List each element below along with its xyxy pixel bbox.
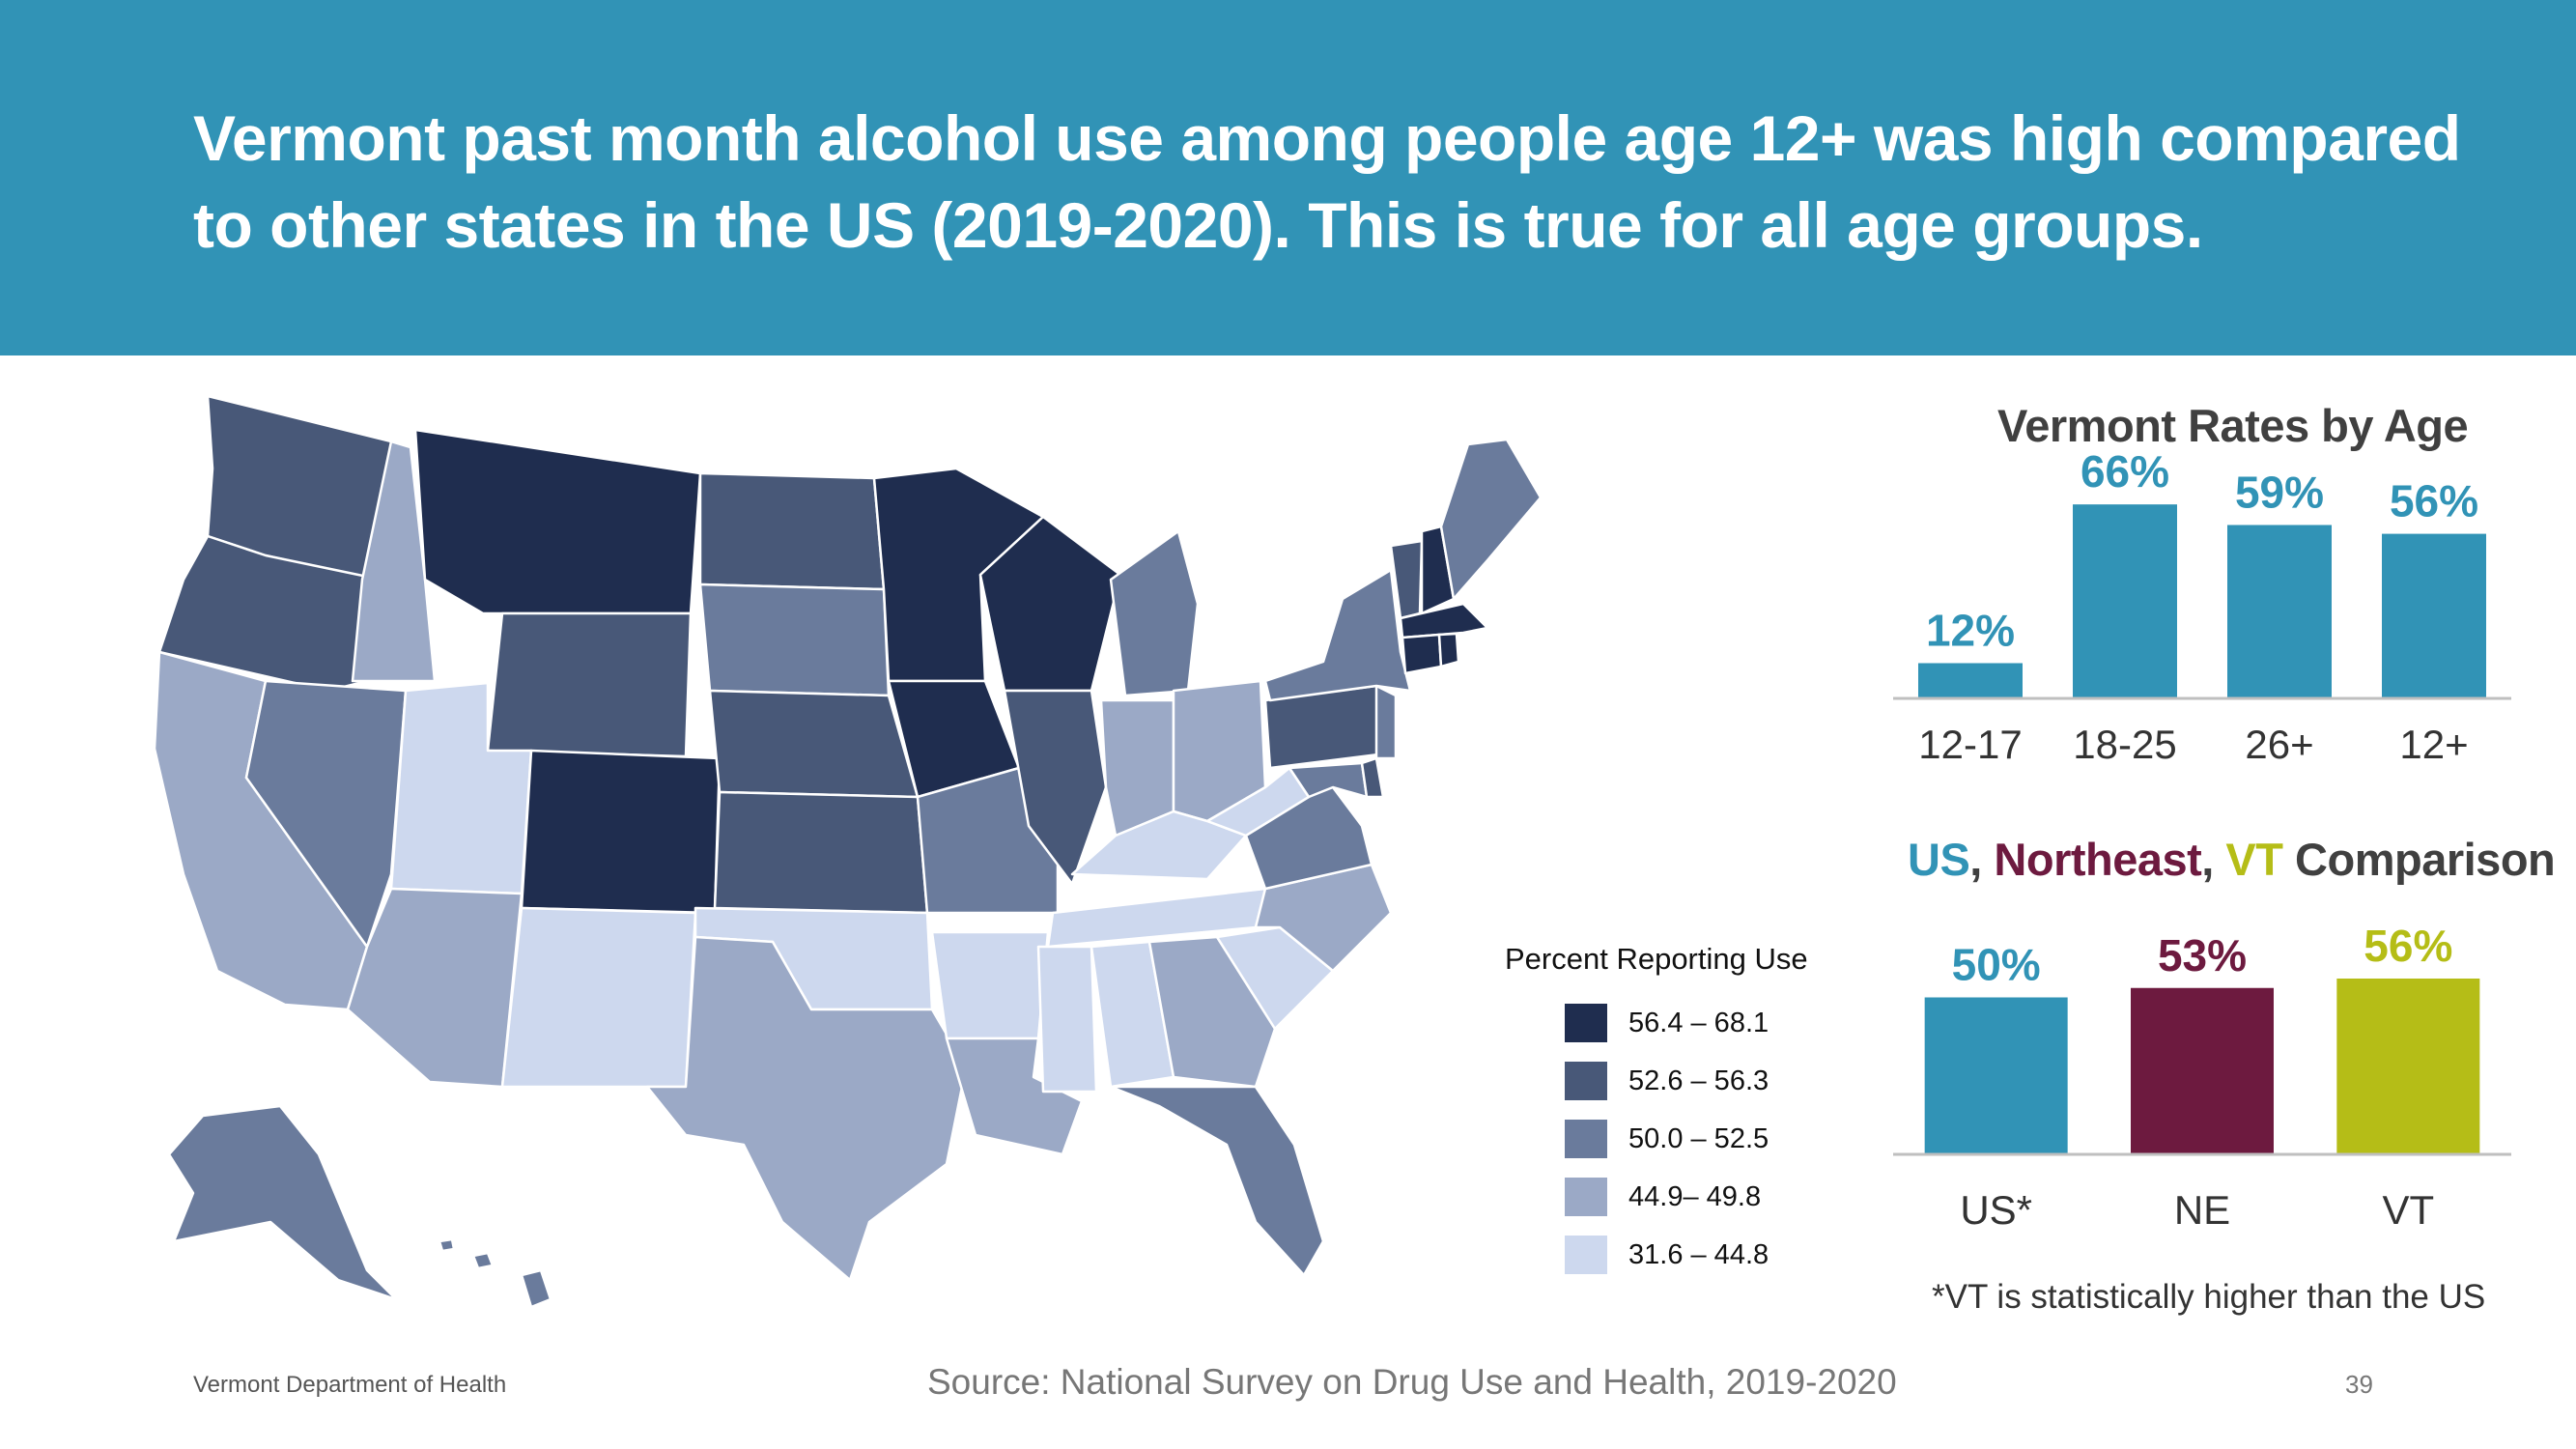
legend-label: 50.0 – 52.5 [1628, 1122, 1769, 1154]
comparison-title-part: , [2201, 834, 2226, 885]
state-ID [351, 440, 437, 683]
state-FL [1109, 1085, 1325, 1277]
state-WI [978, 515, 1122, 693]
legend-swatch [1565, 1004, 1607, 1042]
footer-organization: Vermont Department of Health [193, 1372, 507, 1398]
category-label: 26+ [2245, 722, 2313, 767]
category-label: NE [2174, 1187, 2230, 1233]
comparison-title-part: Comparison [2282, 834, 2556, 885]
footer-source: Source: National Survey on Drug Use and … [927, 1362, 1897, 1402]
page-number: 39 [2345, 1370, 2373, 1399]
bar-26+ [2227, 525, 2332, 698]
data-label: 59% [2235, 467, 2324, 517]
age-chart-svg: 12% 12-17 66% 18-25 59% 26+ 56% 12+ [1893, 446, 2511, 767]
comparison-chart-title: US, Northeast, VT Comparison [1908, 833, 2556, 886]
data-label: 56% [2364, 921, 2452, 971]
map-legend: Percent Reporting Use 56.4 – 68.1 52.6 – … [1505, 942, 1833, 1284]
comparison-title-part: , [1969, 834, 1995, 885]
state-NM [500, 906, 697, 1089]
age-bar-chart: 12% 12-17 66% 18-25 59% 26+ 56% 12+ [1893, 446, 2511, 792]
data-label: 66% [2081, 446, 2169, 497]
comparison-title-part: Northeast [1994, 834, 2202, 885]
state-MT [413, 428, 702, 615]
state-AK [167, 1104, 398, 1301]
state-GA [1147, 935, 1277, 1089]
bar-NE [2131, 987, 2274, 1154]
state-MN [872, 467, 1045, 683]
state-KS [713, 790, 929, 915]
state-LA [945, 1037, 1084, 1156]
legend-title: Percent Reporting Use [1505, 942, 1808, 976]
legend-item: 50.0 – 52.5 [1505, 1110, 1833, 1168]
comparison-title-part: US [1908, 834, 1970, 885]
state-NJ [1374, 684, 1398, 760]
category-label: 12-17 [1918, 722, 2022, 767]
state-ND [698, 471, 886, 591]
legend-label: 31.6 – 44.8 [1628, 1238, 1769, 1270]
legend-swatch [1565, 1120, 1607, 1158]
state-DE [1360, 756, 1385, 799]
bar-12+ [2382, 533, 2486, 698]
legend-item: 44.9– 49.8 [1505, 1168, 1833, 1226]
state-HI-island-2 [471, 1251, 495, 1270]
state-MS [1036, 945, 1098, 1094]
legend-item: 56.4 – 68.1 [1505, 994, 1833, 1052]
state-AR [930, 930, 1050, 1040]
data-label: 56% [2390, 476, 2478, 526]
bar-12-17 [1918, 663, 2023, 698]
state-RI [1437, 632, 1460, 668]
legend-label: 52.6 – 56.3 [1628, 1065, 1769, 1096]
state-SD [698, 582, 891, 697]
us-choropleth-map [116, 372, 1623, 1348]
category-label: US* [1960, 1187, 2032, 1233]
state-WY [486, 611, 693, 758]
bar-18-25 [2073, 504, 2177, 698]
legend-item: 31.6 – 44.8 [1505, 1226, 1833, 1284]
legend-item: 52.6 – 56.3 [1505, 1052, 1833, 1110]
state-HI-island-3 [438, 1237, 456, 1253]
comparison-bar-chart: 50% US* 53% NE 56% VT [1893, 921, 2511, 1246]
state-NE [708, 689, 920, 799]
title-banner: Vermont past month alcohol use among peo… [0, 0, 2576, 355]
state-CO [520, 749, 722, 915]
data-label: 50% [1952, 940, 2041, 990]
age-chart-title: Vermont Rates by Age [1997, 400, 2469, 451]
category-label: VT [2382, 1187, 2434, 1233]
category-label: 18-25 [2073, 722, 2176, 767]
map-svg [153, 394, 1543, 1309]
comparison-footnote: *VT is statistically higher than the US [1932, 1278, 2486, 1316]
comparison-chart-svg: 50% US* 53% NE 56% VT [1893, 921, 2511, 1233]
data-label: 12% [1926, 605, 2015, 655]
bar-US* [1924, 997, 2068, 1154]
state-HI [520, 1268, 552, 1309]
page-title: Vermont past month alcohol use among peo… [193, 102, 2461, 261]
legend-swatch [1565, 1178, 1607, 1216]
state-MI [1109, 529, 1200, 697]
state-MA [1399, 602, 1489, 639]
state-MO [916, 766, 1060, 915]
bar-VT [2336, 979, 2480, 1154]
state-MD [1288, 761, 1369, 799]
legend-label: 44.9– 49.8 [1628, 1180, 1762, 1212]
legend-swatch [1565, 1236, 1607, 1274]
legend-swatch [1565, 1062, 1607, 1100]
state-ME [1439, 438, 1543, 601]
state-NY [1263, 568, 1412, 702]
state-NV [244, 679, 408, 949]
legend-label: 56.4 – 68.1 [1628, 1007, 1769, 1038]
category-label: 12+ [2399, 722, 2468, 767]
data-label: 53% [2158, 930, 2247, 980]
state-TX [645, 935, 968, 1282]
comparison-title-part: VT [2225, 834, 2283, 885]
state-IL [1003, 689, 1108, 886]
state-CT [1401, 633, 1443, 675]
